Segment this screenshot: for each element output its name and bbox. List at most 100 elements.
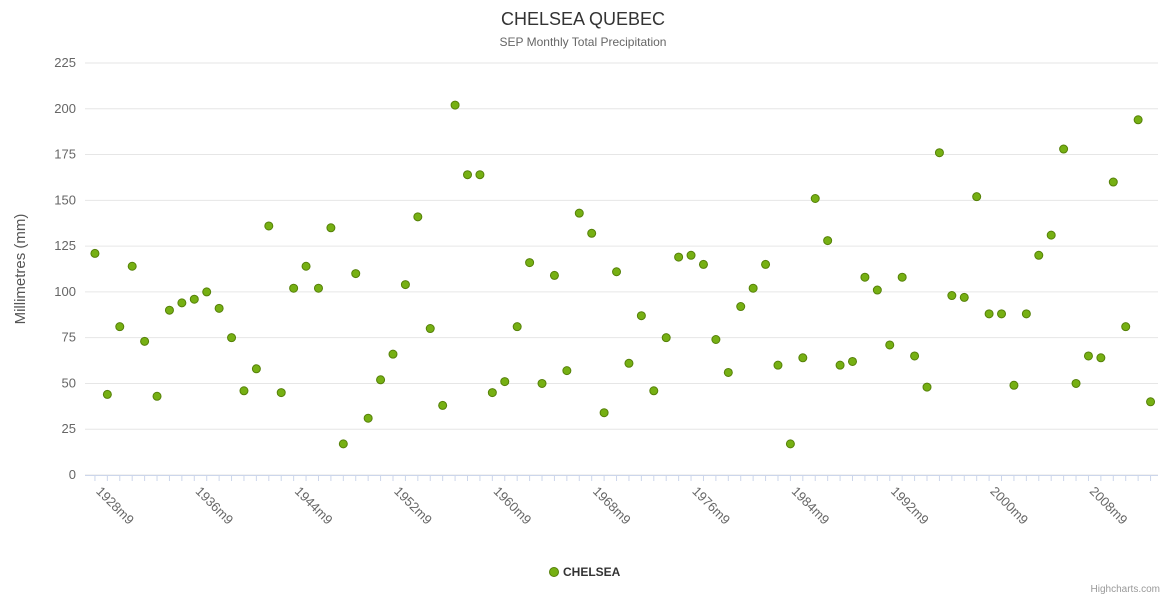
- data-point[interactable]: [686, 250, 696, 260]
- data-point[interactable]: [227, 333, 237, 343]
- data-point[interactable]: [810, 194, 820, 204]
- data-point[interactable]: [1108, 177, 1118, 187]
- data-point[interactable]: [400, 280, 410, 290]
- data-point[interactable]: [562, 366, 572, 376]
- data-point[interactable]: [599, 408, 609, 418]
- data-point[interactable]: [313, 283, 323, 293]
- data-point[interactable]: [1059, 144, 1069, 154]
- data-point[interactable]: [1071, 378, 1081, 388]
- data-point[interactable]: [798, 353, 808, 363]
- data-point[interactable]: [425, 324, 435, 334]
- data-point[interactable]: [152, 391, 162, 401]
- data-point[interactable]: [500, 377, 510, 387]
- data-point[interactable]: [761, 259, 771, 269]
- data-point[interactable]: [1046, 230, 1056, 240]
- data-point[interactable]: [115, 322, 125, 332]
- data-point[interactable]: [997, 309, 1007, 319]
- data-point[interactable]: [549, 270, 559, 280]
- data-point[interactable]: [773, 360, 783, 370]
- data-point[interactable]: [910, 351, 920, 361]
- data-point[interactable]: [636, 311, 646, 321]
- data-point[interactable]: [624, 358, 634, 368]
- data-point[interactable]: [363, 413, 373, 423]
- data-point[interactable]: [698, 259, 708, 269]
- data-point[interactable]: [102, 389, 112, 399]
- y-axis-title: Millimetres (mm): [12, 214, 29, 325]
- data-point[interactable]: [338, 439, 348, 449]
- data-point[interactable]: [847, 356, 857, 366]
- data-point[interactable]: [413, 212, 423, 222]
- data-point[interactable]: [487, 388, 497, 398]
- chart-subtitle: SEP Monthly Total Precipitation: [500, 35, 667, 49]
- data-point[interactable]: [525, 258, 535, 268]
- data-point[interactable]: [251, 364, 261, 374]
- data-point[interactable]: [1146, 397, 1156, 407]
- data-point[interactable]: [587, 228, 597, 238]
- data-point[interactable]: [351, 269, 361, 279]
- data-point[interactable]: [537, 378, 547, 388]
- data-point[interactable]: [450, 100, 460, 110]
- data-point[interactable]: [872, 285, 882, 295]
- data-point[interactable]: [661, 333, 671, 343]
- data-point[interactable]: [301, 261, 311, 271]
- x-tick-label: 2008m9: [1087, 484, 1131, 528]
- y-tick-label: 200: [54, 101, 76, 116]
- data-point[interactable]: [1083, 351, 1093, 361]
- data-point[interactable]: [376, 375, 386, 385]
- data-point[interactable]: [947, 291, 957, 301]
- data-point[interactable]: [649, 386, 659, 396]
- data-point[interactable]: [674, 252, 684, 262]
- y-tick-label: 50: [62, 375, 76, 390]
- y-tick-label: 225: [54, 55, 76, 70]
- data-point[interactable]: [885, 340, 895, 350]
- data-point[interactable]: [177, 298, 187, 308]
- y-tick-label: 0: [69, 467, 76, 482]
- data-point[interactable]: [289, 283, 299, 293]
- data-point[interactable]: [574, 208, 584, 218]
- data-point[interactable]: [612, 267, 622, 277]
- credits-link[interactable]: Highcharts.com: [1091, 584, 1160, 595]
- data-point[interactable]: [239, 386, 249, 396]
- legend-marker-icon: [549, 567, 559, 577]
- data-point[interactable]: [860, 272, 870, 282]
- data-point[interactable]: [922, 382, 932, 392]
- data-point[interactable]: [723, 367, 733, 377]
- data-point[interactable]: [984, 309, 994, 319]
- data-point[interactable]: [823, 236, 833, 246]
- data-point[interactable]: [959, 292, 969, 302]
- data-point[interactable]: [1021, 309, 1031, 319]
- data-point[interactable]: [438, 400, 448, 410]
- x-tick-label: 1968m9: [590, 484, 634, 528]
- data-point[interactable]: [1133, 115, 1143, 125]
- data-point[interactable]: [934, 148, 944, 158]
- data-point[interactable]: [140, 336, 150, 346]
- data-point[interactable]: [1034, 250, 1044, 260]
- data-point[interactable]: [127, 261, 137, 271]
- data-point[interactable]: [90, 248, 100, 258]
- data-point[interactable]: [1009, 380, 1019, 390]
- data-point[interactable]: [326, 223, 336, 233]
- data-point[interactable]: [164, 305, 174, 315]
- data-point[interactable]: [1121, 322, 1131, 332]
- data-point[interactable]: [748, 283, 758, 293]
- data-point[interactable]: [835, 360, 845, 370]
- data-point[interactable]: [202, 287, 212, 297]
- data-point[interactable]: [463, 170, 473, 180]
- data-point[interactable]: [897, 272, 907, 282]
- data-point[interactable]: [785, 439, 795, 449]
- data-point[interactable]: [972, 192, 982, 202]
- data-point[interactable]: [276, 388, 286, 398]
- data-point[interactable]: [475, 170, 485, 180]
- data-point[interactable]: [388, 349, 398, 359]
- data-point[interactable]: [736, 302, 746, 312]
- data-point[interactable]: [711, 334, 721, 344]
- data-point[interactable]: [264, 221, 274, 231]
- data-point[interactable]: [214, 303, 224, 313]
- data-point[interactable]: [189, 294, 199, 304]
- data-point[interactable]: [512, 322, 522, 332]
- x-tick-label: 1944m9: [292, 484, 336, 528]
- data-point[interactable]: [1096, 353, 1106, 363]
- legend-item[interactable]: CHELSEA: [549, 565, 621, 579]
- y-tick-label: 25: [62, 421, 76, 436]
